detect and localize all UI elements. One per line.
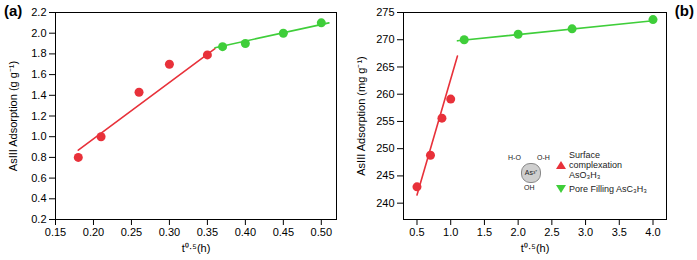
svg-text:t⁰·⁵(h): t⁰·⁵(h)	[182, 242, 211, 254]
svg-text:240: 240	[376, 197, 394, 209]
svg-text:1.0: 1.0	[31, 130, 46, 142]
svg-text:1.5: 1.5	[477, 226, 492, 238]
svg-text:2.0: 2.0	[31, 27, 46, 39]
svg-text:3.0: 3.0	[578, 226, 593, 238]
svg-text:1.4: 1.4	[31, 89, 46, 101]
svg-text:0.8: 0.8	[31, 151, 46, 163]
html-text:OH: OH	[524, 184, 535, 191]
svg-text:0.6: 0.6	[31, 172, 46, 184]
svg-text:1.2: 1.2	[31, 110, 46, 122]
svg-text:2.2: 2.2	[31, 6, 46, 18]
svg-text:250: 250	[376, 142, 394, 154]
svg-text:2.0: 2.0	[510, 226, 525, 238]
svg-text:265: 265	[376, 60, 394, 72]
svg-text:255: 255	[376, 115, 394, 127]
svg-text:4.0: 4.0	[645, 226, 660, 238]
svg-text:AsIII Adsorption (mg g⁻¹): AsIII Adsorption (mg g⁻¹)	[355, 56, 367, 176]
html-text:(a): (a)	[4, 2, 23, 19]
svg-text:AsIII Adsorption (g g⁻¹): AsIII Adsorption (g g⁻¹)	[7, 61, 19, 171]
svg-text:275: 275	[376, 6, 394, 18]
svg-text:0.4: 0.4	[31, 192, 46, 204]
svg-text:0.20: 0.20	[83, 226, 104, 238]
html-text:(b): (b)	[674, 2, 694, 19]
svg-text:0.30: 0.30	[159, 226, 180, 238]
html-text:Pore Filling AsC₃H₃: Pore Filling AsC₃H₃	[569, 184, 647, 194]
svg-text:1.6: 1.6	[31, 68, 46, 80]
svg-text:270: 270	[376, 33, 394, 45]
svg-text:260: 260	[376, 88, 394, 100]
svg-text:0.50: 0.50	[311, 226, 332, 238]
svg-text:0.40: 0.40	[235, 226, 256, 238]
svg-text:0.5: 0.5	[409, 226, 424, 238]
html-text:O-H: O-H	[537, 154, 550, 161]
svg-text:245: 245	[376, 169, 394, 181]
svg-text:0.2: 0.2	[31, 213, 46, 225]
svg-text:1.8: 1.8	[31, 47, 46, 59]
svg-text:2.5: 2.5	[544, 226, 559, 238]
svg-text:3.5: 3.5	[612, 226, 627, 238]
html-text:H-O: H-O	[508, 154, 521, 161]
svg-text:t⁰·⁵(h): t⁰·⁵(h)	[521, 242, 550, 254]
svg-text:0.35: 0.35	[197, 226, 218, 238]
svg-text:1.0: 1.0	[443, 226, 458, 238]
svg-text:0.25: 0.25	[121, 226, 142, 238]
html-text:Surface complexation AsO₃H₃: Surface complexation AsO₃H₃	[569, 150, 622, 180]
html-text:As³⁺: As³⁺	[524, 169, 538, 176]
svg-text:0.45: 0.45	[273, 226, 294, 238]
svg-text:0.15: 0.15	[45, 226, 66, 238]
